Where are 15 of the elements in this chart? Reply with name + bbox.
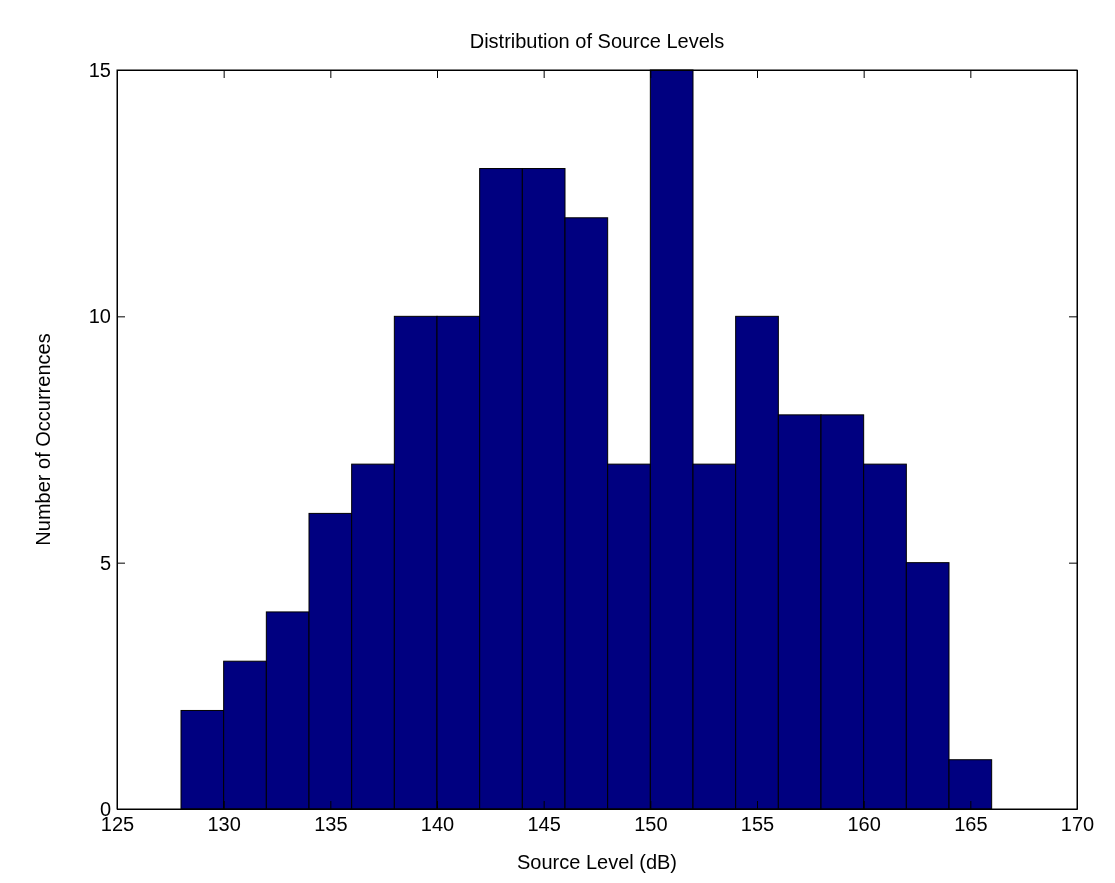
x-tick-label: 160 <box>847 813 881 836</box>
x-tick-label: 130 <box>207 813 241 836</box>
x-tick-label: 140 <box>420 813 455 836</box>
x-axis-title: Source Level (dB) <box>516 851 678 873</box>
x-tick-label: 145 <box>527 813 561 836</box>
x-tick-label: 165 <box>954 813 988 836</box>
y-tick-label: 15 <box>88 58 111 81</box>
x-tick-label: 155 <box>740 813 775 836</box>
y-tick-label: 5 <box>99 551 111 574</box>
y-tick-label: 10 <box>88 305 111 328</box>
x-tick-label: 170 <box>1060 813 1095 836</box>
x-tick-label: 150 <box>634 813 668 836</box>
y-axis-title: Number of Occurrences <box>32 333 54 546</box>
x-tick-label: 135 <box>314 813 348 836</box>
chart-title: Distribution of Source Levels <box>469 30 725 52</box>
